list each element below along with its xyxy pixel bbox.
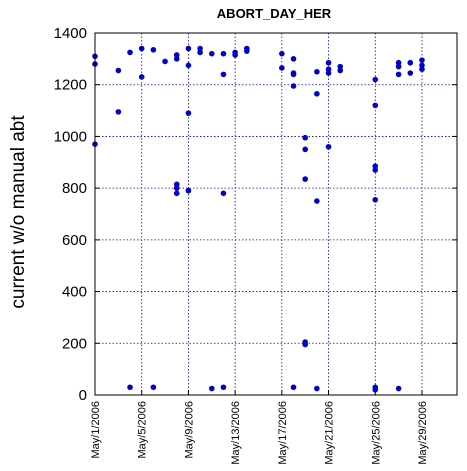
data-point [337,63,344,70]
data-point [372,167,379,173]
data-point [290,71,297,78]
data-point [395,71,402,78]
grid-lines [95,33,457,395]
data-point [173,185,180,191]
data-point [395,63,402,70]
data-point [372,163,379,169]
data-point [208,385,215,392]
y-tick-label: 1200 [54,77,87,94]
data-point [314,90,320,97]
data-point [197,49,203,56]
data-point [220,190,227,197]
data-point [138,74,145,80]
data-point [325,143,332,150]
y-tick-label: 200 [62,335,87,352]
data-point [244,48,250,54]
data-point [395,385,402,392]
y-tick-label: 1000 [54,128,87,145]
data-point [302,134,308,141]
data-point [314,385,320,392]
data-point [220,71,227,78]
data-point [419,62,425,69]
x-tick-label: May/13/2006 [230,401,242,465]
x-tick-label: May/5/2006 [137,401,149,458]
data-point [173,181,180,188]
data-point [208,50,215,57]
data-point [290,56,297,62]
data-point [232,52,238,58]
data-point [127,49,133,56]
data-point [115,109,122,115]
data-point [185,45,192,52]
data-point [372,102,379,109]
data-point [325,59,332,66]
x-tick-label: May/21/2006 [324,401,336,465]
data-point [419,66,425,72]
data-point [290,384,297,391]
data-point [185,110,192,116]
plot-frame [94,32,458,396]
data-point [150,47,157,53]
data-point [185,62,192,69]
y-axis-ticks: 0 200 400 600 800 1000 1200 1400 [54,25,457,404]
data-point [325,70,332,76]
x-tick-label: May/1/2006 [90,401,102,458]
data-point [314,198,320,204]
data-point [173,190,180,197]
data-point [150,384,157,391]
data-point [325,66,332,72]
y-tick-label: 1400 [54,25,87,42]
data-point [220,384,227,391]
data-point [372,76,379,83]
y-tick-label: 800 [62,180,87,197]
x-tick-label: May/25/2006 [370,401,382,465]
data-point [279,50,285,57]
data-point [115,67,122,74]
data-point [395,59,402,66]
y-tick-label: 400 [62,284,87,301]
data-point [162,58,168,65]
data-point [220,50,227,57]
x-tick-label: May/17/2006 [277,401,289,465]
y-axis-label: current w/o manual abt [8,115,29,309]
data-point [138,45,145,52]
data-point [302,341,308,348]
data-point [419,57,425,63]
data-point [279,65,285,71]
data-point [302,146,308,153]
data-point [127,384,133,391]
data-point [173,56,180,62]
y-tick-label: 0 [79,387,87,404]
data-point [197,45,203,52]
data-point [185,187,192,194]
data-point [372,196,379,203]
chart-title: ABORT_DAY_HER [217,6,332,21]
data-point [407,59,414,66]
data-point [337,67,344,74]
data-point [173,52,180,58]
data-point [407,70,414,76]
data-points [92,45,425,393]
x-axis-ticks: May/1/2006 May/5/2006 May/9/2006 May/13/200… [90,390,429,465]
x-tick-label: May/9/2006 [183,401,195,458]
y-tick-label: 600 [62,232,87,249]
x-tick-label: May/29/2006 [417,401,429,465]
data-point [302,176,308,182]
data-point [314,68,320,75]
data-point [372,387,379,393]
data-point [290,83,297,89]
